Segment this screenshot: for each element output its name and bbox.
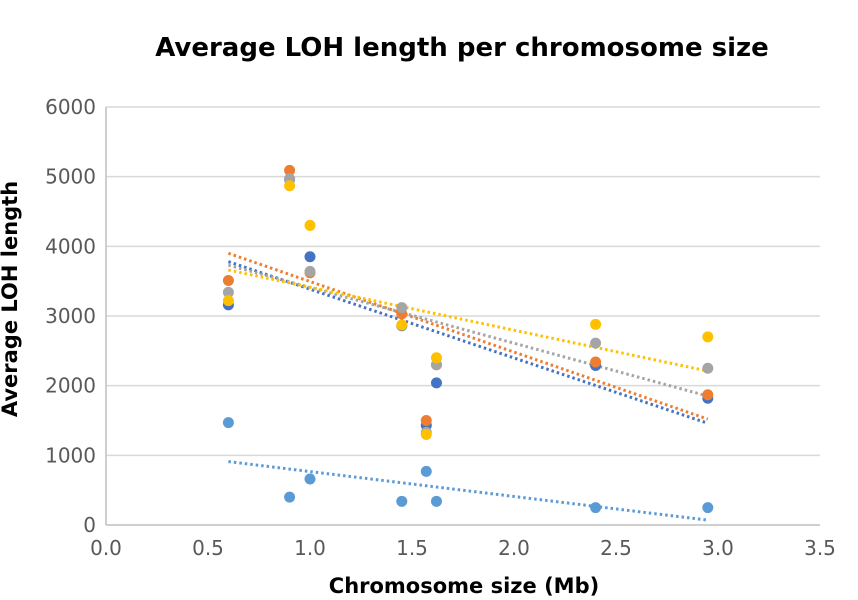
- data-point: [420, 415, 432, 426]
- x-tick-label: 0.5: [192, 536, 224, 560]
- data-point: [702, 389, 714, 401]
- data-point: [284, 491, 296, 503]
- data-point: [430, 352, 442, 364]
- data-point: [222, 417, 234, 429]
- trendline: [228, 460, 708, 522]
- x-tick-label: 1.5: [396, 536, 428, 560]
- data-point: [430, 377, 442, 389]
- data-point: [304, 251, 316, 263]
- y-tick-label: 1000: [45, 443, 96, 467]
- data-point: [284, 180, 296, 192]
- axis-ticks: 0 1000 2000 3000 4000 5000 6000 0.0 0.5 1.0 1.5 2.0…: [45, 95, 836, 560]
- data-point: [590, 318, 602, 330]
- data-point: [590, 337, 602, 349]
- y-tick-label: 5000: [45, 165, 96, 189]
- y-axis-title: Average LOH length: [0, 181, 22, 417]
- x-axis-title: Chromosome size (Mb): [329, 574, 599, 598]
- y-tick-label: 0: [83, 513, 96, 537]
- data-point: [420, 465, 432, 477]
- data-point: [304, 219, 316, 231]
- data-point: [284, 164, 296, 176]
- data-point: [430, 495, 442, 507]
- y-tick-label: 4000: [45, 234, 96, 258]
- trendline: [227, 251, 709, 421]
- x-tick-label: 0.0: [90, 536, 122, 560]
- y-tick-label: 2000: [45, 374, 96, 398]
- x-tick-label: 3.0: [702, 536, 734, 560]
- trendline: [227, 260, 709, 425]
- data-point: [396, 319, 408, 331]
- data-point: [222, 274, 234, 286]
- data-point: [702, 362, 714, 374]
- grid-lines: [105, 106, 820, 526]
- data-point: [396, 495, 408, 507]
- y-tick-label: 3000: [45, 304, 96, 328]
- trendline: [228, 263, 709, 398]
- trendline: [228, 268, 709, 373]
- data-point: [590, 356, 602, 368]
- x-tick-label: 2.5: [600, 536, 632, 560]
- data-point: [420, 428, 432, 440]
- data-point: [396, 302, 408, 314]
- data-point: [304, 473, 316, 485]
- data-point: [304, 265, 316, 277]
- data-point: [702, 331, 714, 343]
- data-point: [590, 502, 602, 514]
- y-tick-label: 6000: [45, 95, 96, 119]
- x-tick-label: 2.0: [498, 536, 530, 560]
- chart-title: Average LOH length per chromosome size: [155, 33, 769, 63]
- data-point: [702, 502, 714, 514]
- data-point: [222, 286, 234, 298]
- x-tick-label: 3.5: [804, 536, 836, 560]
- trendlines: [227, 251, 709, 522]
- x-tick-label: 1.0: [294, 536, 326, 560]
- data-points: [222, 164, 714, 514]
- data-point: [222, 295, 234, 307]
